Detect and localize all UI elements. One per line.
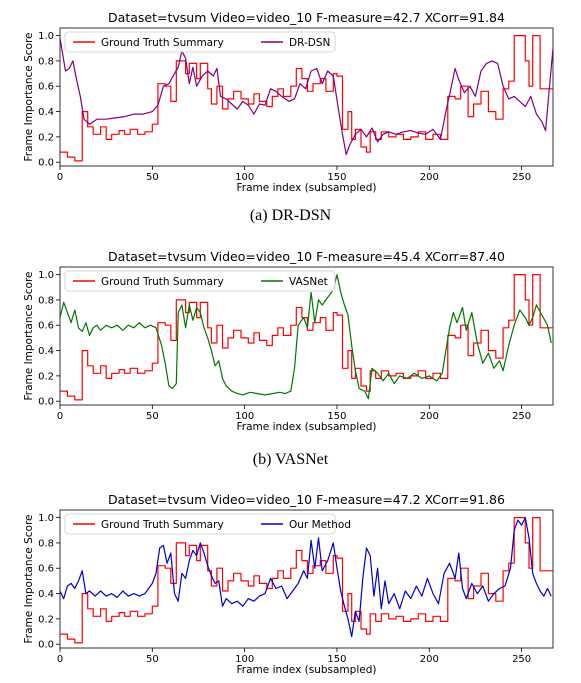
y-tick-label: 0.6 [38, 321, 54, 332]
x-tick-label: 150 [327, 411, 346, 422]
x-axis-label: Frame index (subsampled) [237, 421, 377, 433]
x-tick-label: 50 [146, 172, 159, 183]
series-line-gt [60, 35, 553, 162]
chart-title: Dataset=tvsum Video=video_10 F-measure=4… [108, 492, 505, 507]
y-tick-label: 1.0 [38, 31, 54, 42]
y-axis-label: Frame Importance Score [23, 515, 35, 644]
y-axis-label: Frame Importance Score [23, 33, 35, 162]
y-tick-label: 0.4 [38, 346, 54, 357]
chart-title: Dataset=tvsum Video=video_10 F-measure=4… [108, 249, 505, 264]
chart-panel-0: Dataset=tvsum Video=video_10 F-measure=4… [23, 10, 554, 194]
chart-panel-2: Dataset=tvsum Video=video_10 F-measure=4… [23, 492, 554, 676]
y-tick-label: 0.2 [38, 132, 54, 143]
series-line-gt [60, 274, 553, 401]
y-tick-label: 1.0 [38, 270, 54, 281]
y-tick-label: 0.0 [38, 640, 54, 651]
legend-box [64, 513, 336, 535]
y-tick-label: 0.4 [38, 589, 54, 600]
plot-frame [59, 27, 554, 167]
series-line-gt [60, 517, 553, 644]
y-tick-label: 0.6 [38, 564, 54, 575]
x-axis-label: Frame index (subsampled) [237, 182, 377, 194]
y-tick-label: 0.6 [38, 82, 54, 93]
legend: Ground Truth Summary VASNet [64, 270, 336, 292]
legend-box [64, 270, 336, 292]
y-tick-label: 0.8 [38, 538, 54, 549]
x-axis-label: Frame index (subsampled) [237, 664, 377, 676]
y-tick-label: 0.0 [38, 158, 54, 169]
x-tick-label: 150 [327, 654, 346, 665]
legend-label-vasnet: VASNet [289, 276, 328, 288]
legend: Ground Truth Summary DR-DSN [64, 31, 336, 53]
y-tick-label: 0.0 [38, 397, 54, 408]
legend-label-ours: Our Method [289, 519, 351, 531]
chart-title: Dataset=tvsum Video=video_10 F-measure=4… [108, 10, 505, 25]
series-line-ours [60, 517, 552, 638]
x-tick-label: 250 [512, 411, 531, 422]
plot-frame [59, 266, 554, 406]
y-axis-label: Frame Importance Score [23, 272, 35, 401]
y-tick-label: 0.8 [38, 295, 54, 306]
legend: Ground Truth Summary Our Method [64, 513, 351, 535]
legend-label-gt: Ground Truth Summary [101, 276, 224, 288]
x-tick-label: 50 [146, 654, 159, 665]
chart-panel-1: Dataset=tvsum Video=video_10 F-measure=4… [23, 249, 554, 433]
legend-label-drdsn: DR-DSN [289, 37, 330, 49]
y-tick-label: 0.4 [38, 107, 54, 118]
x-tick-label: 250 [512, 654, 531, 665]
x-tick-label: 100 [235, 411, 254, 422]
x-tick-label: 100 [235, 172, 254, 183]
caption-a: (a) DR-DSN [249, 207, 332, 224]
x-tick-label: 100 [235, 654, 254, 665]
y-tick-label: 0.2 [38, 371, 54, 382]
x-tick-label: 0 [57, 411, 63, 422]
series-line-drdsn [60, 38, 553, 156]
x-tick-label: 0 [57, 654, 63, 665]
x-tick-label: 200 [420, 654, 439, 665]
x-tick-label: 200 [420, 172, 439, 183]
y-tick-label: 0.8 [38, 56, 54, 67]
y-tick-label: 1.0 [38, 513, 54, 524]
x-tick-label: 0 [57, 172, 63, 183]
x-tick-label: 250 [512, 172, 531, 183]
series-line-vasnet [60, 274, 552, 400]
caption-b: (b) VASNet [252, 451, 329, 468]
legend-label-gt: Ground Truth Summary [101, 519, 224, 531]
plot-frame [59, 509, 554, 649]
legend-label-gt: Ground Truth Summary [101, 37, 224, 49]
x-tick-label: 200 [420, 411, 439, 422]
x-tick-label: 50 [146, 411, 159, 422]
x-tick-label: 150 [327, 172, 346, 183]
y-tick-label: 0.2 [38, 614, 54, 625]
legend-box [64, 31, 336, 53]
